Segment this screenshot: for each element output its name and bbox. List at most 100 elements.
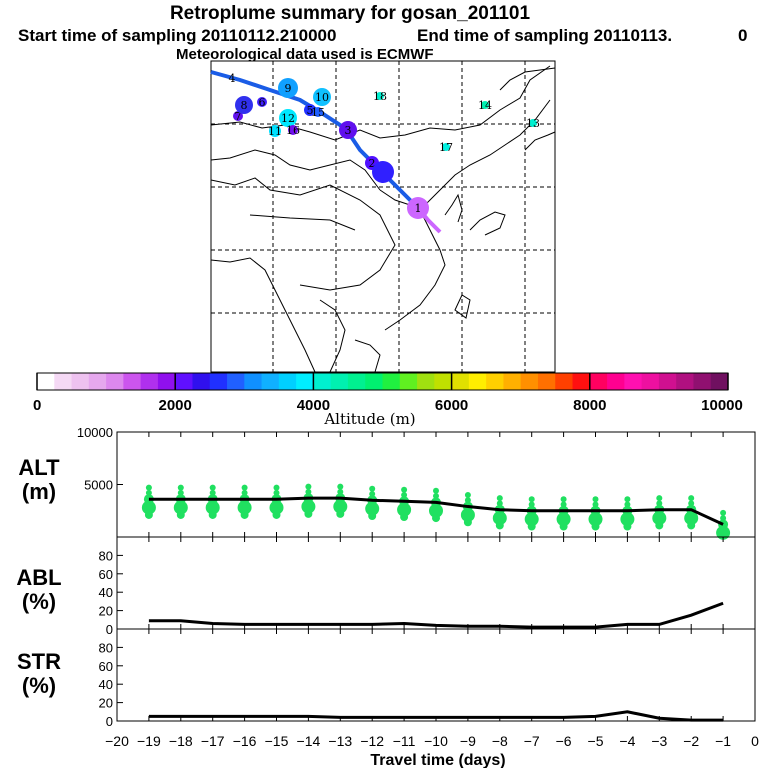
cluster-marker (279, 109, 297, 127)
cluster-label: 17 (439, 141, 453, 154)
x-tick-label: −6 (556, 733, 572, 749)
alt-label-line1: ALT (18, 455, 60, 480)
series-line (148, 496, 724, 526)
abl-label-line1: ABL (16, 565, 62, 590)
altitude-cluster-dot (624, 496, 631, 503)
x-axis-label: Travel time (days) (370, 752, 505, 768)
cluster-label: 15 (311, 106, 325, 119)
altitude-cluster-dot (656, 495, 663, 502)
colorbar-tick-label: 10000 (701, 397, 743, 414)
x-tick-label: −4 (619, 733, 635, 749)
x-tick-label: −7 (524, 733, 540, 749)
x-tick-label: −2 (683, 733, 699, 749)
cluster-marker (407, 197, 429, 219)
colorbar-swatch (296, 373, 314, 390)
x-tick-label: 0 (751, 733, 759, 749)
panel-frame (116, 628, 756, 722)
alt-panel-label: ALT (m) (4, 456, 74, 504)
altitude-cluster-dot (524, 512, 539, 527)
colorbar-swatch (261, 373, 280, 390)
colorbar-swatch (365, 373, 383, 390)
altitude-cluster-dot (144, 510, 153, 519)
end-time-label: End time of sampling 20110113. (417, 26, 673, 45)
altitude-cluster-dot (588, 512, 603, 527)
cluster-marker (339, 121, 357, 139)
cluster-label: 5 (307, 104, 314, 117)
altitude-cluster-dot (173, 500, 188, 515)
altitude-cluster-dot (592, 501, 599, 508)
x-tick-label: −8 (492, 733, 508, 749)
y-tick-label: 40 (99, 585, 113, 600)
altitude-cluster-dot (496, 495, 503, 502)
x-tick-label: −5 (588, 733, 604, 749)
cluster-marker (257, 97, 267, 107)
altitude-cluster-dot (429, 503, 443, 518)
cluster-label: 16 (286, 124, 300, 137)
altitude-cluster-dot (177, 484, 184, 491)
altitude-cluster-dot (591, 522, 600, 531)
colorbar-swatch (192, 373, 211, 390)
x-tick-label: −3 (651, 733, 667, 749)
cluster-label: 6 (259, 96, 266, 109)
y-tick-label: 0 (106, 622, 113, 637)
cluster-label: 1 (415, 202, 422, 215)
x-tick-label: −14 (297, 733, 321, 749)
coastlines (210, 65, 556, 373)
altitude-cluster-dot (656, 500, 663, 507)
y-tick-label: 20 (99, 604, 113, 619)
altitude-cluster-dot (496, 500, 503, 507)
colorbar-tick-label: 8000 (573, 397, 606, 414)
altitude-cluster-dot (336, 509, 345, 518)
start-time-label: Start time of sampling 20110112.210000 (18, 26, 337, 45)
altitude-cluster-dot (237, 500, 252, 515)
colorbar-swatch (503, 373, 522, 390)
colorbar-swatch (123, 373, 142, 390)
altitude-cluster-dot (688, 495, 695, 502)
colorbar-swatch (676, 373, 694, 390)
cluster-marker (304, 104, 316, 116)
y-tick-label: 80 (99, 640, 113, 655)
cluster-marker (376, 92, 384, 100)
altitude-cluster-dot (556, 512, 571, 527)
series-line (148, 710, 724, 722)
altitude-cluster-dot (495, 521, 504, 530)
colorbar-tick-label: 4000 (297, 397, 330, 414)
cluster-marker (233, 111, 243, 121)
cluster-marker (235, 96, 253, 114)
altitude-cluster-dot (652, 511, 667, 526)
colorbar-tick-label: 2000 (159, 397, 192, 414)
panel-frame (116, 536, 756, 630)
colorbar-swatch (244, 373, 263, 390)
x-tick-label: −1 (715, 733, 731, 749)
x-tick-label: −10 (424, 733, 448, 749)
colorbar-swatch (382, 373, 401, 390)
cluster-label: 13 (526, 117, 540, 130)
altitude-cluster-dot (397, 502, 412, 517)
altitude-cluster-dot (624, 501, 631, 508)
colorbar-swatch (399, 373, 418, 390)
x-tick-label: −15 (265, 733, 289, 749)
altitude-cluster-dot (401, 492, 408, 498)
altitude-colorbar: 0 2000 4000 6000 8000 10000 Altitude (m) (33, 372, 743, 428)
altitude-cluster-dot (560, 496, 567, 503)
colorbar-swatch (54, 373, 73, 390)
colorbar-swatch (417, 373, 435, 390)
colorbar-swatch (106, 373, 124, 390)
colorbar-swatch (555, 373, 574, 390)
cluster-marker (529, 119, 537, 127)
altitude-cluster-dot (688, 500, 695, 507)
cluster-label: 2 (369, 157, 376, 170)
altitude-cluster-dot (273, 489, 280, 496)
colorbar-swatch (641, 373, 660, 390)
map-frame (210, 60, 556, 373)
abl-label-line2: (%) (21, 589, 57, 614)
x-tick-label: −20 (105, 733, 129, 749)
cluster-label: 4 (229, 72, 236, 85)
altitude-cluster-dot (241, 484, 248, 491)
altitude-cluster-dot (269, 500, 284, 515)
altitude-cluster-dot (433, 487, 439, 494)
cluster-marker (288, 125, 298, 135)
x-tick-label: −12 (360, 733, 384, 749)
